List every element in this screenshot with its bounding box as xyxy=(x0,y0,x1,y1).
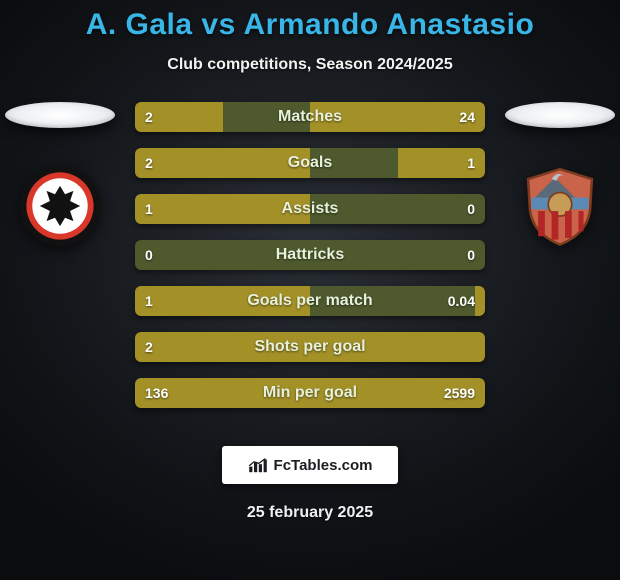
stat-right-value: 2599 xyxy=(434,378,485,408)
stat-right-value: 24 xyxy=(449,102,485,132)
stat-left-value: 136 xyxy=(135,378,178,408)
bar-chart-icon xyxy=(248,457,268,473)
stat-row: Assists1 0 xyxy=(135,194,485,224)
stat-label: Shots per goal xyxy=(135,332,485,362)
stat-label: Hattricks xyxy=(135,240,485,270)
left-player-platform xyxy=(5,102,115,128)
left-team-crest-icon xyxy=(18,164,102,248)
brand-badge: FcTables.com xyxy=(222,446,398,484)
right-team-crest-icon xyxy=(518,164,602,248)
stat-row: Matches2 24 xyxy=(135,102,485,132)
stat-left-value: 1 xyxy=(135,194,163,224)
footer-date: 25 february 2025 xyxy=(0,504,620,522)
stat-left-value: 2 xyxy=(135,148,163,178)
stat-right-value: 0 xyxy=(457,194,485,224)
stat-right-value: 0.04 xyxy=(438,286,485,316)
stat-row: Goals per match1 0.04 xyxy=(135,286,485,316)
stat-left-value: 2 xyxy=(135,332,163,362)
stat-right-value: 0 xyxy=(457,240,485,270)
right-player-platform xyxy=(505,102,615,128)
left-player-column xyxy=(0,102,120,248)
comparison-area: Matches224Goals21Assists10Hattricks00Goa… xyxy=(0,102,620,422)
stat-bars: Matches224Goals21Assists10Hattricks00Goa… xyxy=(135,102,485,408)
stat-row: Shots per goal2 xyxy=(135,332,485,362)
stat-right-value: 1 xyxy=(457,148,485,178)
brand-text: FcTables.com xyxy=(274,457,373,474)
stat-row: Goals2 1 xyxy=(135,148,485,178)
stat-left-value: 2 xyxy=(135,102,163,132)
stat-label: Goals xyxy=(135,148,485,178)
stat-right-value xyxy=(465,332,485,362)
stat-label: Min per goal xyxy=(135,378,485,408)
right-player-column xyxy=(500,102,620,248)
stat-row: Min per goal136 2599 xyxy=(135,378,485,408)
stat-left-value: 1 xyxy=(135,286,163,316)
stat-label: Assists xyxy=(135,194,485,224)
page-subtitle: Club competitions, Season 2024/2025 xyxy=(0,56,620,74)
stat-label: Goals per match xyxy=(135,286,485,316)
stat-label: Matches xyxy=(135,102,485,132)
stat-row: Hattricks0 0 xyxy=(135,240,485,270)
page-title: A. Gala vs Armando Anastasio xyxy=(0,0,620,42)
stat-left-value: 0 xyxy=(135,240,163,270)
